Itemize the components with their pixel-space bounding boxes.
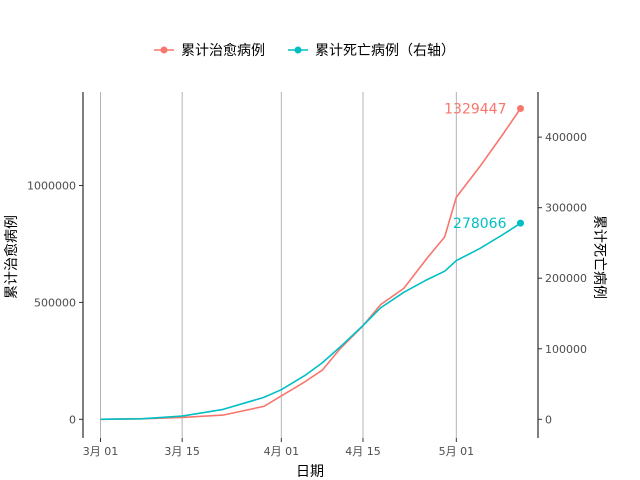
right-y-tick-label: 0 bbox=[545, 413, 552, 426]
right-y-axis-title: 累计死亡病例 bbox=[591, 215, 607, 299]
x-tick-label: 3月 15 bbox=[164, 445, 200, 458]
x-tick-label: 5月 01 bbox=[439, 445, 475, 458]
series-end-label-1: 1329447 bbox=[444, 101, 506, 117]
right-y-tick-label: 100000 bbox=[545, 343, 587, 356]
legend-label-2: 累计死亡病例（右轴） bbox=[315, 43, 455, 59]
left-y-axis-title: 累计治愈病例 bbox=[4, 215, 20, 299]
right-y-tick-label: 300000 bbox=[545, 202, 587, 215]
series-end-point-2 bbox=[517, 219, 524, 227]
legend-key-point-2 bbox=[294, 46, 302, 54]
legend-label-1: 累计治愈病例 bbox=[181, 43, 265, 59]
right-y-tick-label: 200000 bbox=[545, 272, 587, 285]
series-end-point-1 bbox=[517, 104, 524, 112]
axes: 3月 01 3月 15 4月 01 4月 15 5月 01 0 500000 1000000 0… bbox=[27, 92, 587, 458]
x-axis-title: 日期 bbox=[296, 464, 324, 480]
series-line-1 bbox=[100, 108, 522, 421]
left-y-tick-label: 1000000 bbox=[27, 180, 76, 193]
legend: 累计治愈病例 累计死亡病例（右轴） bbox=[154, 43, 455, 59]
grid bbox=[100, 92, 457, 438]
legend-key-point-1 bbox=[160, 46, 168, 54]
left-y-tick-label: 500000 bbox=[34, 296, 76, 309]
series-line-2 bbox=[100, 222, 521, 421]
right-y-tick-label: 400000 bbox=[545, 131, 587, 144]
series-end-label-2: 278066 bbox=[453, 216, 507, 232]
x-tick-label: 4月 15 bbox=[345, 445, 381, 458]
left-y-tick-label: 0 bbox=[69, 413, 76, 426]
series-lines: 1329447 278066 bbox=[100, 101, 524, 421]
x-tick-label: 3月 01 bbox=[83, 445, 119, 458]
x-tick-label: 4月 01 bbox=[264, 445, 300, 458]
